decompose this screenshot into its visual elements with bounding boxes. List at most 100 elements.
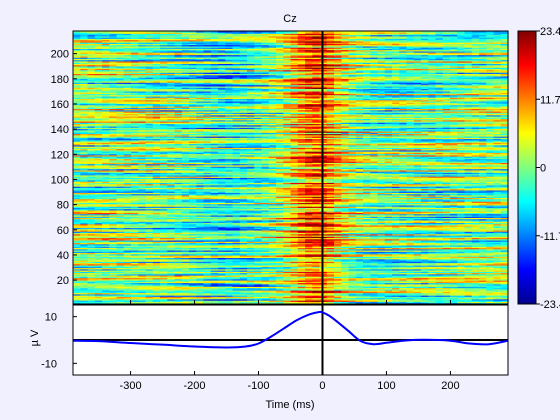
heatmap-cell	[268, 245, 277, 247]
heatmap-cell	[73, 268, 81, 271]
heatmap-cell	[174, 263, 183, 266]
heatmap-cell	[87, 228, 96, 231]
heatmap-cell	[109, 280, 118, 282]
heatmap-cell	[312, 295, 321, 297]
heatmap-cell	[218, 286, 226, 289]
heatmap-cell	[334, 288, 342, 291]
heatmap-cell	[181, 246, 190, 249]
heatmap-cell	[341, 255, 350, 257]
heatmap-cell	[102, 260, 110, 262]
heatmap-cell	[94, 292, 103, 295]
heatmap-cell	[167, 270, 176, 272]
heatmap-cell	[428, 222, 437, 225]
heatmap-cell	[181, 236, 190, 239]
heatmap-cell	[145, 252, 154, 255]
heatmap-cell	[160, 285, 168, 287]
heatmap-cell	[486, 253, 495, 256]
heatmap-cell	[87, 253, 96, 256]
heatmap-cell	[450, 263, 458, 266]
heatmap-cell	[138, 257, 147, 260]
heatmap-cell	[254, 260, 263, 262]
heatmap-cell	[348, 286, 357, 289]
heatmap-cell	[450, 261, 458, 264]
heatmap-cell	[363, 225, 371, 227]
heatmap-cell	[102, 293, 110, 296]
heatmap-cell	[210, 222, 219, 225]
heatmap-cell	[102, 256, 110, 259]
heatmap-cell	[145, 253, 154, 256]
heatmap-cell	[203, 297, 212, 300]
heatmap-cell	[428, 231, 437, 234]
heatmap-cell	[283, 293, 292, 296]
heatmap-cell	[87, 247, 96, 250]
heatmap-cell	[254, 237, 263, 240]
heatmap-cell	[406, 301, 415, 304]
heatmap-cell	[181, 226, 190, 229]
heatmap-cell	[377, 257, 386, 260]
heatmap-cell	[435, 282, 444, 285]
heatmap-cell	[450, 258, 458, 261]
heatmap-cell	[500, 226, 509, 229]
heatmap-cell	[334, 273, 342, 276]
heatmap-cell	[116, 240, 125, 242]
heatmap-cell	[203, 222, 212, 225]
heatmap-cell	[152, 253, 161, 256]
heatmap-cell	[290, 278, 299, 281]
heatmap-cell	[116, 231, 125, 234]
heatmap-cell	[399, 262, 408, 265]
heatmap-cell	[500, 291, 509, 294]
heatmap-cell	[355, 233, 364, 236]
heatmap-cell	[442, 247, 451, 250]
heatmap-cell	[73, 250, 81, 252]
heatmap-cell	[210, 260, 219, 262]
heatmap-cell	[392, 281, 400, 284]
heatmap-cell	[406, 232, 415, 235]
heatmap-cell	[384, 245, 393, 247]
heatmap-cell	[435, 292, 444, 295]
heatmap-cell	[239, 232, 248, 235]
heatmap-cell	[334, 225, 342, 227]
heatmap-cell	[196, 285, 205, 287]
heatmap-cell	[160, 287, 168, 290]
heatmap-cell	[203, 243, 212, 246]
heatmap-cell	[392, 260, 400, 262]
heatmap-cell	[247, 270, 255, 272]
heatmap-cell	[363, 281, 371, 284]
heatmap-cell	[239, 283, 248, 286]
heatmap-cell	[239, 255, 248, 257]
heatmap-cell	[493, 298, 502, 301]
heatmap-cell	[479, 233, 487, 236]
heatmap-cell	[348, 251, 357, 254]
heatmap-cell	[152, 265, 161, 267]
heatmap-cell	[276, 237, 284, 240]
heatmap-cell	[399, 237, 408, 240]
heatmap-cell	[123, 255, 132, 257]
heatmap-cell	[73, 227, 81, 230]
heatmap-cell	[464, 286, 473, 289]
heatmap-cell	[123, 221, 132, 223]
heatmap-cell	[334, 237, 342, 240]
heatmap-cell	[131, 261, 139, 264]
heatmap-cell	[247, 236, 255, 239]
heatmap-cell	[384, 301, 393, 304]
heatmap-cell	[384, 230, 393, 232]
heatmap-cell	[370, 240, 379, 242]
heatmap-cell	[276, 278, 284, 281]
heatmap-cell	[210, 272, 219, 275]
heatmap-cell	[435, 272, 444, 275]
heatmap-cell	[102, 270, 110, 272]
heatmap-cell	[435, 235, 444, 237]
heatmap-cell	[442, 301, 451, 304]
heatmap-cell	[268, 250, 277, 252]
heatmap-cell	[464, 253, 473, 256]
heatmap-cell	[341, 246, 350, 249]
heatmap-cell	[312, 250, 321, 252]
heatmap-cell	[399, 287, 408, 290]
heatmap-cell	[210, 290, 219, 292]
heatmap-cell	[276, 228, 284, 231]
heatmap-cell	[116, 281, 125, 284]
heatmap-cell	[80, 221, 89, 223]
heatmap-title: Cz	[283, 13, 296, 25]
heatmap-cell	[392, 222, 400, 225]
heatmap-cell	[377, 288, 386, 291]
